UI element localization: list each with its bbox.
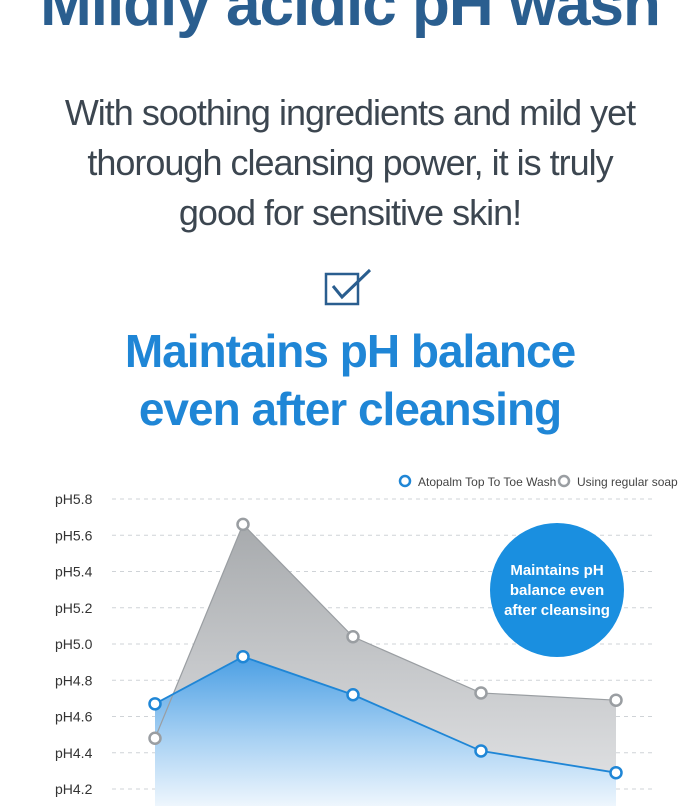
chart-title-line: Maintains pH balance bbox=[124, 325, 576, 377]
chart-title-line: even after cleansing bbox=[138, 383, 562, 435]
subtitle: With soothing ingredients and mild yet t… bbox=[0, 88, 700, 238]
data-point bbox=[474, 744, 488, 758]
data-point bbox=[609, 765, 623, 780]
subtitle-line: thorough cleansing power, it is truly bbox=[87, 142, 613, 183]
series-area bbox=[155, 656, 616, 806]
y-tick-label: pH4.8 bbox=[55, 672, 93, 688]
y-tick-label: pH5.4 bbox=[55, 564, 93, 580]
legend-label: Using regular soap bbox=[577, 475, 678, 489]
check-square-icon bbox=[324, 268, 372, 306]
annotation-text: after cleansing bbox=[504, 602, 610, 619]
y-tick-label: pH5.8 bbox=[55, 491, 93, 507]
legend-label: Atopalm Top To Toe Wash bbox=[418, 475, 556, 489]
y-tick-label: pH5.6 bbox=[55, 527, 93, 543]
legend-marker bbox=[557, 474, 571, 488]
data-point bbox=[148, 731, 162, 745]
y-tick-label: pH4.6 bbox=[55, 709, 93, 725]
y-tick-label: pH4.4 bbox=[55, 745, 93, 761]
y-tick-label: pH5.0 bbox=[55, 636, 93, 652]
ph-chart: pH5.8 pH5.6 pH5.4 pH5.2 pH5.0 pH4.8 pH4.6 pH4.4… bbox=[55, 474, 678, 806]
data-point bbox=[236, 517, 250, 532]
data-point bbox=[474, 686, 488, 700]
data-point bbox=[346, 630, 360, 644]
subtitle-line: With soothing ingredients and mild yet bbox=[64, 92, 636, 133]
data-point bbox=[236, 649, 250, 664]
data-point bbox=[346, 688, 360, 702]
data-point bbox=[148, 697, 162, 711]
annotation-text: Maintains pH bbox=[510, 562, 603, 579]
legend-marker bbox=[398, 474, 412, 488]
subtitle-line: good for sensitive skin! bbox=[178, 192, 522, 233]
headline: Mildly acidic pH wash bbox=[40, 0, 661, 39]
annotation-text: balance even bbox=[510, 582, 604, 599]
chart-title: Maintains pH balance even after cleansin… bbox=[0, 322, 700, 438]
y-tick-label: pH5.2 bbox=[55, 600, 93, 616]
data-point bbox=[609, 693, 623, 707]
annotation-badge bbox=[490, 523, 624, 657]
y-tick-label: pH4.2 bbox=[55, 781, 93, 797]
